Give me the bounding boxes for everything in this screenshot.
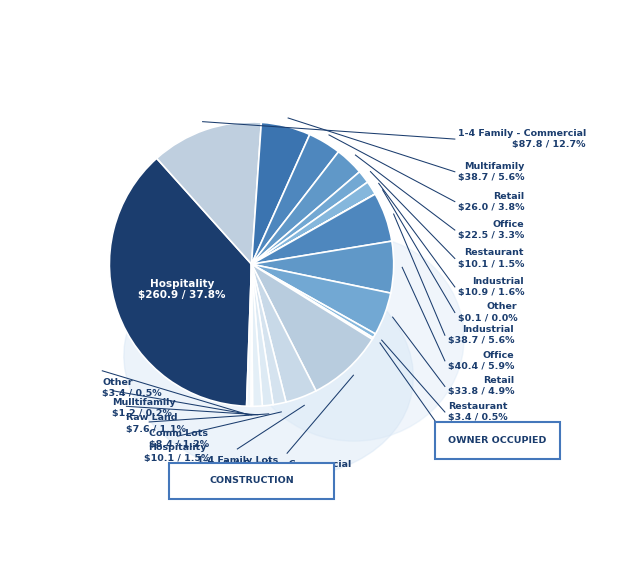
Text: Restaurant
$10.1 / 1.5%: Restaurant $10.1 / 1.5%: [458, 248, 524, 268]
Ellipse shape: [244, 235, 464, 441]
Text: Multifamily
$38.7 / 5.6%: Multifamily $38.7 / 5.6%: [458, 162, 524, 182]
Wedge shape: [252, 182, 375, 264]
Wedge shape: [252, 194, 375, 264]
Text: Retail
$26.0 / 3.8%: Retail $26.0 / 3.8%: [458, 192, 524, 212]
Text: Other
$0.1 / 0.0%: Other $0.1 / 0.0%: [458, 303, 517, 323]
Text: Other
$1.4 / 0.2%: Other $1.4 / 0.2%: [448, 425, 508, 445]
Text: 1-4 Family - Commercial
$87.8 / 12.7%: 1-4 Family - Commercial $87.8 / 12.7%: [458, 129, 586, 149]
Wedge shape: [247, 264, 252, 407]
Wedge shape: [252, 241, 394, 293]
Text: Industrial
$10.9 / 1.6%: Industrial $10.9 / 1.6%: [458, 277, 524, 297]
Wedge shape: [251, 264, 252, 407]
Wedge shape: [252, 194, 392, 264]
Wedge shape: [252, 264, 373, 339]
Wedge shape: [252, 264, 316, 402]
Text: Mulltifamily
$1.2 / 0.2%: Mulltifamily $1.2 / 0.2%: [112, 398, 176, 418]
Text: OWNER OCCUPIED: OWNER OCCUPIED: [449, 436, 547, 445]
Text: Office
$22.5 / 3.3%: Office $22.5 / 3.3%: [458, 220, 524, 240]
Text: Hospitality
$260.9 / 37.8%: Hospitality $260.9 / 37.8%: [138, 279, 226, 300]
Text: Raw Land
$7.6 / 1.1%: Raw Land $7.6 / 1.1%: [126, 413, 186, 433]
Text: Hospitality
$10.1 / 1.5%: Hospitality $10.1 / 1.5%: [144, 443, 211, 464]
Wedge shape: [252, 264, 262, 407]
Text: CONSTRUCTION: CONSTRUCTION: [209, 476, 294, 485]
Wedge shape: [252, 264, 375, 337]
FancyBboxPatch shape: [435, 422, 560, 459]
Text: 1-4 Family Lots
$24.8 / 3.6%: 1-4 Family Lots $24.8 / 3.6%: [197, 456, 278, 476]
FancyBboxPatch shape: [169, 463, 334, 498]
Wedge shape: [252, 264, 372, 391]
Text: Comm Lots
$8.4 / 1.2%: Comm Lots $8.4 / 1.2%: [149, 429, 209, 449]
Text: Retail
$33.8 / 4.9%: Retail $33.8 / 4.9%: [448, 376, 514, 396]
Wedge shape: [252, 122, 310, 264]
Wedge shape: [252, 264, 273, 406]
Text: Office
$40.4 / 5.9%: Office $40.4 / 5.9%: [448, 351, 514, 371]
Wedge shape: [252, 172, 368, 264]
Wedge shape: [157, 122, 262, 264]
Text: 1-4 Family - Commercial
$59.7 / 8.7%: 1-4 Family - Commercial $59.7 / 8.7%: [223, 460, 351, 480]
Wedge shape: [252, 264, 286, 405]
Wedge shape: [252, 134, 339, 264]
Wedge shape: [252, 264, 391, 334]
Text: Other
$3.4 / 0.5%: Other $3.4 / 0.5%: [102, 378, 162, 398]
Ellipse shape: [124, 255, 413, 478]
Wedge shape: [252, 152, 360, 264]
Text: Industrial
$38.7 / 5.6%: Industrial $38.7 / 5.6%: [448, 325, 514, 345]
Wedge shape: [109, 158, 252, 406]
Text: Restaurant
$3.4 / 0.5%: Restaurant $3.4 / 0.5%: [448, 402, 507, 422]
